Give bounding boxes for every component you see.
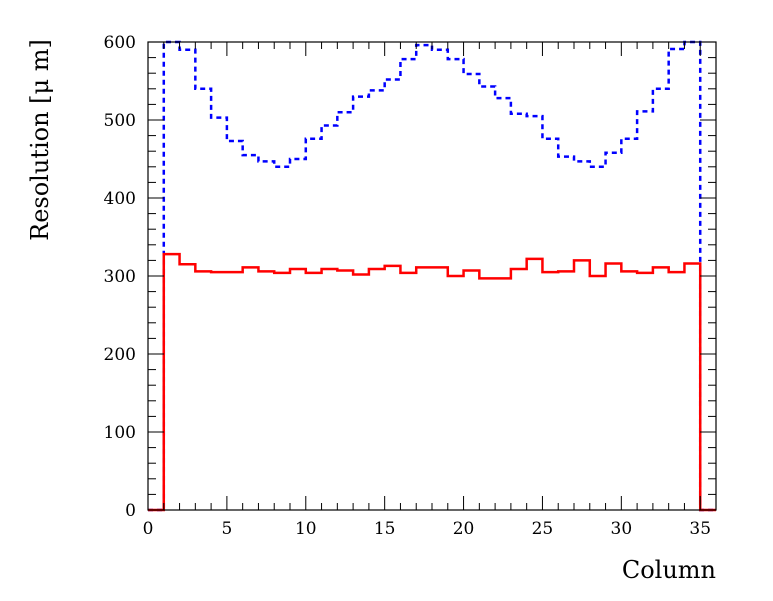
y-tick-label: 400 [104,189,136,209]
series-dotted-line [148,40,716,512]
y-tick-label: 200 [104,345,136,365]
y-tick-label: 500 [104,111,136,131]
x-tick-label: 5 [221,519,232,539]
x-tick-label: 35 [689,519,711,539]
plot-frame [147,41,717,511]
x-tick-label: 30 [611,519,633,539]
x-tick-label: 20 [453,519,475,539]
series-solid-line [148,252,716,512]
y-tick-label: 100 [104,423,136,443]
y-axis-title: Resolution [μ m] [26,39,54,241]
plot-area: 0 5 10 15 20 25 30 35 0 100 200 300 400 500 600 [104,33,717,539]
x-tick-label: 10 [295,519,317,539]
x-tick-label: 0 [143,519,154,539]
x-tick-label: 25 [532,519,554,539]
x-tick-label: 15 [374,519,396,539]
y-tick-label: 0 [125,501,136,521]
x-axis-title: Column [622,556,716,584]
y-tick-label: 300 [104,267,136,287]
y-tick-label: 600 [104,33,136,53]
